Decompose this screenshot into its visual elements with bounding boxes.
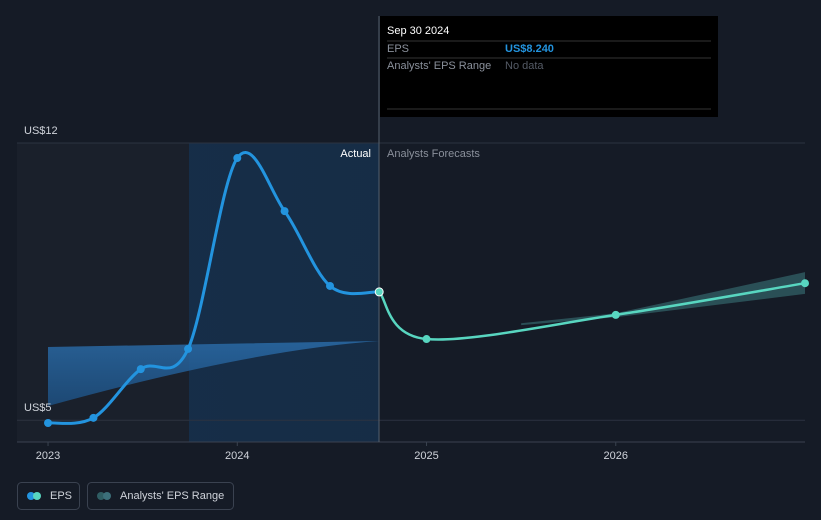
tooltip-date: Sep 30 2024 bbox=[387, 25, 449, 37]
legend-swatch bbox=[33, 492, 41, 500]
x-tick-label: 2026 bbox=[604, 450, 628, 462]
tooltip-label: EPS bbox=[387, 43, 409, 55]
tooltip-value: US$8.240 bbox=[505, 43, 554, 55]
x-tick-label: 2024 bbox=[225, 450, 249, 462]
legend-swatch bbox=[97, 492, 105, 500]
eps-point bbox=[326, 281, 335, 290]
range-band bbox=[521, 272, 805, 326]
x-tick-label: 2023 bbox=[36, 450, 60, 462]
legend-item[interactable] bbox=[87, 482, 234, 510]
eps-point bbox=[184, 344, 193, 353]
actual-label: Actual bbox=[340, 148, 371, 160]
past-shade bbox=[17, 143, 189, 442]
tooltip bbox=[380, 16, 718, 117]
forecast-point bbox=[611, 310, 620, 319]
eps-point bbox=[89, 413, 98, 422]
tooltip-value: No data bbox=[505, 60, 544, 72]
legend-swatch bbox=[27, 492, 35, 500]
y-tick-label: US$12 bbox=[24, 125, 58, 137]
legend-label: EPS bbox=[50, 490, 72, 502]
x-tick-label: 2025 bbox=[414, 450, 438, 462]
legend-item[interactable] bbox=[17, 482, 80, 510]
eps-point bbox=[233, 154, 242, 163]
eps-line bbox=[47, 151, 380, 425]
eps-point bbox=[44, 418, 53, 427]
legend-label: Analysts' EPS Range bbox=[120, 490, 224, 502]
forecast-line bbox=[378, 281, 806, 341]
forecast-point bbox=[801, 279, 809, 288]
tooltip-label: Analysts' EPS Range bbox=[387, 60, 491, 72]
eps-point bbox=[280, 207, 289, 216]
forecast-label: Analysts Forecasts bbox=[387, 148, 480, 160]
range-wedge bbox=[48, 341, 379, 406]
y-tick-label: US$5 bbox=[24, 402, 52, 414]
eps-point bbox=[136, 365, 145, 374]
forecast-point bbox=[422, 335, 431, 344]
forecast-point bbox=[374, 287, 384, 297]
legend-swatch bbox=[103, 492, 111, 500]
